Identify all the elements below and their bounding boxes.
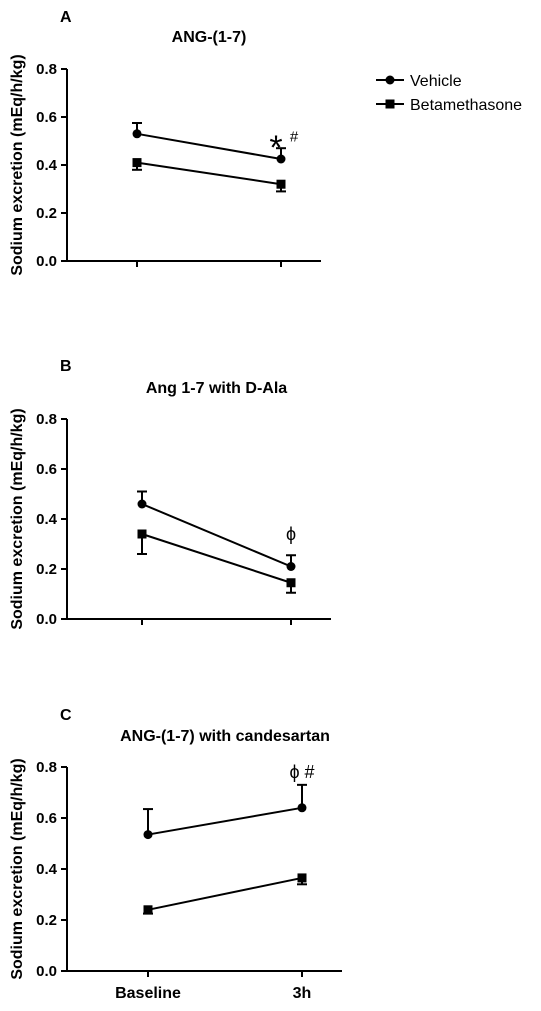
- series-betamethasone: [137, 529, 296, 594]
- chart-title: Ang 1-7 with D-Ala: [146, 380, 287, 397]
- y-tick-label: 0.4: [36, 157, 58, 174]
- y-tick-label: 0.2: [36, 205, 57, 222]
- data-point-circle: [137, 499, 147, 509]
- panels: A ANG-(1-7) Sodium excretion (mEq/h/kg) 0.0…: [9, 9, 342, 1002]
- panel-label: B: [60, 358, 72, 375]
- data-point-circle: [276, 154, 286, 164]
- series-vehicle: [143, 783, 307, 840]
- significance-annotation: ϕ #: [289, 762, 314, 782]
- legend-vehicle-marker: [385, 75, 395, 85]
- series-line: [136, 161, 282, 186]
- data-point-circle: [132, 129, 142, 139]
- series-line: [147, 806, 303, 836]
- data-point-circle: [286, 562, 296, 571]
- data-point-square: [143, 905, 153, 915]
- y-tick-label: 0.0: [36, 963, 57, 980]
- significance-annotation: #: [290, 129, 299, 146]
- x-tick-label: Baseline: [115, 985, 181, 1002]
- data-point-circle: [297, 803, 307, 813]
- y-tick-label: 0.2: [36, 561, 57, 578]
- panel-a: A ANG-(1-7) Sodium excretion (mEq/h/kg) 0.0…: [9, 9, 321, 276]
- significance-annotation: *: [269, 129, 282, 167]
- legend-vehicle-label: Vehicle: [410, 73, 462, 90]
- y-tick-label: 0.8: [36, 759, 57, 776]
- y-axis-label: Sodium excretion (mEq/h/kg): [9, 54, 26, 275]
- panel-b: B Ang 1-7 with D-Ala Sodium excretion (mEq…: [9, 358, 331, 630]
- legend: Vehicle Betamethasone: [376, 73, 522, 114]
- chart-title: ANG-(1-7): [172, 29, 247, 46]
- data-point-square: [132, 158, 142, 168]
- y-tick-label: 0.2: [36, 912, 57, 929]
- series-vehicle: [137, 490, 296, 571]
- significance-annotation: ϕ: [286, 524, 296, 544]
- series-line: [141, 533, 292, 584]
- y-tick-label: 0.6: [36, 461, 57, 478]
- data-point-square: [297, 873, 307, 883]
- series-line: [136, 132, 282, 160]
- panel-c: C ANG-(1-7) with candesartan Sodium excret…: [9, 707, 342, 1002]
- y-tick-label: 0.6: [36, 109, 57, 126]
- y-tick-label: 0.4: [36, 861, 58, 878]
- series-vehicle: [132, 122, 286, 164]
- series-line: [147, 876, 303, 911]
- data-point-square: [276, 179, 286, 189]
- y-tick-label: 0.0: [36, 611, 57, 628]
- legend-betamethasone-label: Betamethasone: [410, 97, 522, 114]
- y-axis-label: Sodium excretion (mEq/h/kg): [9, 758, 26, 979]
- legend-betamethasone-marker: [385, 99, 395, 109]
- series-line: [141, 503, 292, 568]
- y-tick-label: 0.6: [36, 810, 57, 827]
- data-point-circle: [143, 830, 153, 840]
- x-tick-label: 3h: [293, 985, 312, 1002]
- panel-label: C: [60, 707, 72, 724]
- panel-label: A: [60, 9, 72, 26]
- data-point-square: [137, 529, 147, 539]
- chart-title: ANG-(1-7) with candesartan: [120, 728, 330, 745]
- y-tick-label: 0.4: [36, 511, 58, 528]
- y-tick-label: 0.8: [36, 411, 57, 428]
- y-tick-label: 0.8: [36, 61, 57, 78]
- series-betamethasone: [143, 873, 307, 915]
- y-tick-label: 0.0: [36, 253, 57, 270]
- series-betamethasone: [132, 158, 286, 193]
- y-axis-label: Sodium excretion (mEq/h/kg): [9, 408, 26, 629]
- data-point-square: [286, 578, 296, 588]
